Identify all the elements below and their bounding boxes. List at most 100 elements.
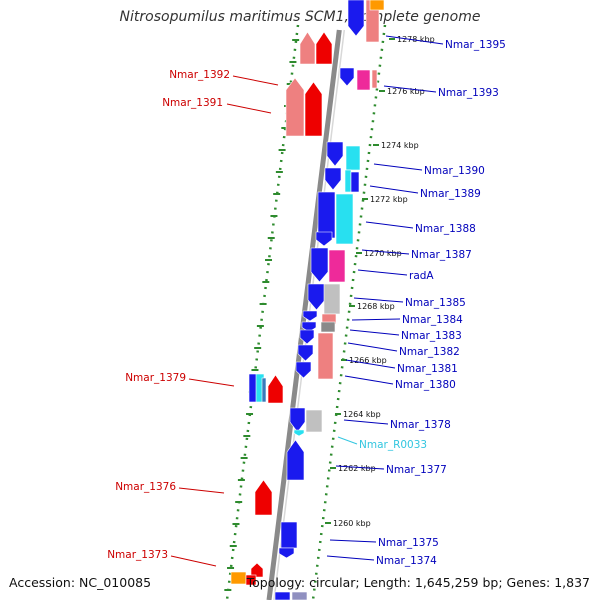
label-connector <box>344 375 394 385</box>
gene-box <box>230 571 247 585</box>
label-connector <box>385 35 444 45</box>
gene-arrow <box>299 31 316 65</box>
gene-arrow <box>315 231 333 247</box>
gene-box <box>323 283 341 315</box>
gene-label-right: radA <box>409 270 434 282</box>
gene-arrow <box>324 167 342 191</box>
label-connector <box>226 103 272 114</box>
right-boundary <box>311 24 387 600</box>
gene-label-right: Nmar_R0033 <box>359 439 427 451</box>
gene-box <box>365 0 380 43</box>
gene-box <box>371 69 378 89</box>
label-connector <box>178 487 225 494</box>
gene-label-right: Nmar_1382 <box>399 346 460 358</box>
gene-arrow <box>347 0 365 37</box>
gene-label-right: Nmar_1374 <box>376 555 437 567</box>
gene-arrow <box>297 344 314 362</box>
label-connector <box>365 221 414 229</box>
kbp-label: 1264 kbp <box>343 410 381 419</box>
kbp-label: 1270 kbp <box>364 249 402 258</box>
gene-label-right: Nmar_1377 <box>386 464 447 476</box>
gene-labels: Nmar_1392 Nmar_1391 Nmar_1379 Nmar_1376 Nmar… <box>107 35 506 567</box>
label-connector <box>343 419 389 425</box>
gene-arrow <box>286 439 305 481</box>
kbp-label: 1278 kbp <box>397 35 435 44</box>
gene-arrow <box>302 310 318 322</box>
label-connector <box>335 465 385 470</box>
label-connector <box>349 329 400 336</box>
label-connector <box>353 297 404 303</box>
gene-arrow <box>250 562 264 578</box>
gene-arrow <box>310 247 329 283</box>
gene-box <box>291 591 308 600</box>
label-connector <box>347 342 398 352</box>
kbp-label: 1276 kbp <box>387 87 425 96</box>
gene-label-right: Nmar_1378 <box>390 419 451 431</box>
label-connector <box>326 555 375 561</box>
kbp-label: 1268 kbp <box>357 302 395 311</box>
gene-arrow <box>293 429 305 437</box>
gene-label-right: Nmar_1390 <box>424 165 485 177</box>
kbp-label: 1272 kbp <box>370 195 408 204</box>
gene-box <box>344 169 352 193</box>
accession-text: Accession: NC_010085 <box>9 575 152 590</box>
label-connector <box>351 318 401 321</box>
label-connector <box>383 85 437 93</box>
gene-box <box>350 171 360 193</box>
gene-box <box>245 574 257 586</box>
gene-features <box>230 0 385 600</box>
kbp-ticks: 1278 kbp 1276 kbp 1274 kbp 1272 kbp 1270 kbp… <box>325 35 435 528</box>
gene-arrow <box>307 283 326 311</box>
gene-arrow <box>339 67 355 87</box>
gene-box <box>345 145 361 171</box>
gene-box <box>328 249 346 283</box>
gene-label-left: Nmar_1391 <box>162 97 223 109</box>
gene-label-left: Nmar_1376 <box>115 481 176 493</box>
gene-arrow <box>267 374 284 404</box>
gene-arrow <box>285 77 305 137</box>
label-connector <box>329 539 377 543</box>
gene-label-right: Nmar_1384 <box>402 314 463 326</box>
gene-label-right: Nmar_1393 <box>438 87 499 99</box>
gene-box <box>317 191 336 239</box>
label-connector <box>345 359 396 369</box>
kbp-label: 1274 kbp <box>381 141 419 150</box>
label-connector <box>357 269 408 276</box>
gene-box <box>261 377 267 403</box>
kbp-label: 1266 kbp <box>349 356 387 365</box>
gene-box <box>280 521 298 549</box>
label-connector <box>369 185 419 194</box>
gene-arrow <box>304 81 323 137</box>
label-connector <box>337 436 358 445</box>
gene-label-left: Nmar_1379 <box>125 372 186 384</box>
kbp-label: 1260 kbp <box>333 519 371 528</box>
gene-arrow <box>299 329 315 345</box>
gene-box <box>320 321 336 333</box>
gene-label-left: Nmar_1392 <box>169 69 230 81</box>
gene-label-left: Nmar_1373 <box>107 549 168 561</box>
gene-label-right: Nmar_1375 <box>378 537 439 549</box>
gene-box <box>356 69 371 91</box>
kbp-label: 1262 kbp <box>338 464 376 473</box>
gene-box <box>274 591 291 600</box>
label-connector <box>232 75 279 86</box>
genome-title: Nitrosopumilus maritimus SCM1, complete … <box>119 9 481 25</box>
gene-arrow <box>278 547 295 559</box>
gene-arrow <box>326 141 344 167</box>
label-connector <box>170 555 217 567</box>
gene-arrow <box>295 361 312 379</box>
gene-label-right: Nmar_1388 <box>415 223 476 235</box>
gene-label-right: Nmar_1385 <box>405 297 466 309</box>
gene-label-right: Nmar_1395 <box>445 39 506 51</box>
label-connector <box>373 163 423 171</box>
gene-box <box>369 0 385 11</box>
gene-label-right: Nmar_1383 <box>401 330 462 342</box>
gene-box <box>305 409 323 433</box>
gene-label-right: Nmar_1381 <box>397 363 458 375</box>
gene-arrow <box>254 479 273 516</box>
label-connector <box>361 249 410 255</box>
gene-label-right: Nmar_1387 <box>411 249 472 261</box>
gene-label-right: Nmar_1380 <box>395 379 456 391</box>
label-connector <box>188 378 235 387</box>
